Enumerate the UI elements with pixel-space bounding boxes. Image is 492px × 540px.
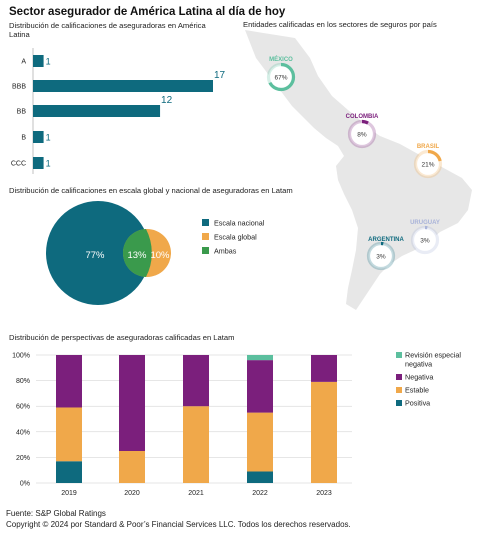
bar-value-label: 17 [214, 70, 226, 81]
legend-rev-swatch [396, 352, 402, 358]
stack-segment [311, 381, 337, 483]
bar-value-label: 1 [46, 133, 51, 143]
footer-copyright: Copyright © 2024 por Standard & Poor’s F… [6, 520, 351, 529]
bar-value-label: 1 [46, 159, 51, 169]
stack-chart-title: Distribución de perspectivas de asegurad… [9, 333, 235, 342]
map-label-colombia: COLOMBIA [346, 114, 379, 120]
x-tick-label: 2022 [252, 490, 268, 497]
venn-label-global: 10% [150, 250, 170, 261]
legend-positiva-label: Positiva [405, 399, 430, 408]
map-label-brasil: BRASIL [417, 144, 440, 150]
map-ring-fill-colombia [347, 119, 377, 149]
map-value-méxico: 67% [274, 75, 287, 82]
map-ring-fill-uruguay [410, 225, 440, 255]
legend-global-swatch [202, 233, 209, 240]
bar-bbb [33, 80, 213, 92]
map-ring-fill-argentina [366, 241, 396, 271]
ratings-bar-chart: A 1 BBB 17 BB 12 B 1 CCC 1 [11, 48, 226, 174]
bar-category-label: CCC [11, 161, 26, 168]
legend-estable-swatch [396, 387, 402, 393]
stack-segment [183, 406, 209, 483]
stack-segment [247, 412, 273, 472]
stack-segment [119, 355, 145, 451]
x-tick-label: 2019 [61, 490, 77, 497]
map-label-argentina: ARGENTINA [368, 237, 404, 243]
legend-ambas-label: Ambas [214, 247, 237, 256]
stack-segment [56, 407, 82, 462]
map-value-uruguay: 3% [420, 238, 430, 245]
legend-rev-label: Revisión especial negativa [405, 351, 463, 369]
stack-segment [183, 355, 209, 407]
map-value-argentina: 3% [376, 254, 386, 261]
stack-segment [247, 360, 273, 413]
y-tick-label: 100% [12, 353, 30, 360]
legend-nacional-label: Escala nacional [214, 219, 265, 228]
y-tick-label: 80% [16, 378, 30, 385]
map-title: Entidades calificadas en los sectores de… [243, 20, 437, 29]
stack-segment [247, 471, 273, 483]
venn-title: Distribución de calificaciones en escala… [9, 186, 293, 195]
bar-ccc [33, 157, 44, 169]
venn-ambas-overlap [122, 229, 152, 277]
legend-nacional-swatch [202, 219, 209, 226]
map-value-brasil: 21% [421, 162, 434, 169]
legend-rev-line1: Revisión especial [405, 351, 461, 360]
map-panel: Entidades calificadas en los sectores de… [243, 20, 472, 310]
x-tick-label: 2020 [124, 490, 140, 497]
map-ring-fill-brasil [413, 149, 443, 179]
venn-chart: 77% 13% 10% Escala nacional Escala globa… [46, 201, 265, 305]
venn-nacional-circle [46, 201, 150, 305]
bar-chart-title: Distribución de calificaciones de asegur… [9, 21, 206, 39]
stack-segment [311, 355, 337, 382]
bar-category-label: B [21, 135, 26, 142]
legend-ambas-swatch [202, 247, 209, 254]
bar-category-label: A [21, 59, 26, 66]
bar-value-label: 1 [46, 57, 51, 67]
footer-source: Fuente: S&P Global Ratings [6, 509, 106, 518]
page-title: Sector asegurador de América Latina al d… [9, 6, 286, 18]
bar-a [33, 55, 44, 67]
x-tick-label: 2021 [188, 490, 204, 497]
map-ring-fill-méxico [266, 62, 296, 92]
bar-b [33, 131, 44, 143]
map-value-colombia: 8% [357, 132, 367, 139]
bar-category-label: BBB [12, 84, 26, 91]
map-label-méxico: MÉXICO [269, 55, 293, 63]
venn-label-nacional: 77% [85, 250, 105, 261]
legend-rev-line2: negativa [405, 360, 432, 369]
map-label-uruguay: URUGUAY [410, 220, 440, 226]
outlook-stacked-chart: 0%20%40%60%80%100% 2019 2020 2021 2022 2023 … [12, 351, 463, 498]
legend-global-label: Escala global [214, 233, 257, 242]
stack-segment [56, 461, 82, 483]
legend-positiva-swatch [396, 400, 402, 406]
y-tick-label: 60% [16, 404, 30, 411]
stack-segment [119, 451, 145, 483]
legend-negativa-swatch [396, 374, 402, 380]
legend-negativa-label: Negativa [405, 373, 433, 382]
bar-value-label: 12 [161, 95, 173, 106]
y-tick-label: 40% [16, 429, 30, 436]
x-tick-label: 2023 [316, 490, 332, 497]
stack-segment [247, 355, 273, 361]
y-tick-label: 20% [16, 455, 30, 462]
venn-label-ambas: 13% [127, 250, 147, 261]
legend-estable-label: Estable [405, 386, 429, 395]
stack-segment [56, 355, 82, 408]
y-tick-label: 0% [20, 481, 30, 488]
bar-category-label: BB [17, 109, 27, 116]
bar-bb [33, 105, 161, 117]
